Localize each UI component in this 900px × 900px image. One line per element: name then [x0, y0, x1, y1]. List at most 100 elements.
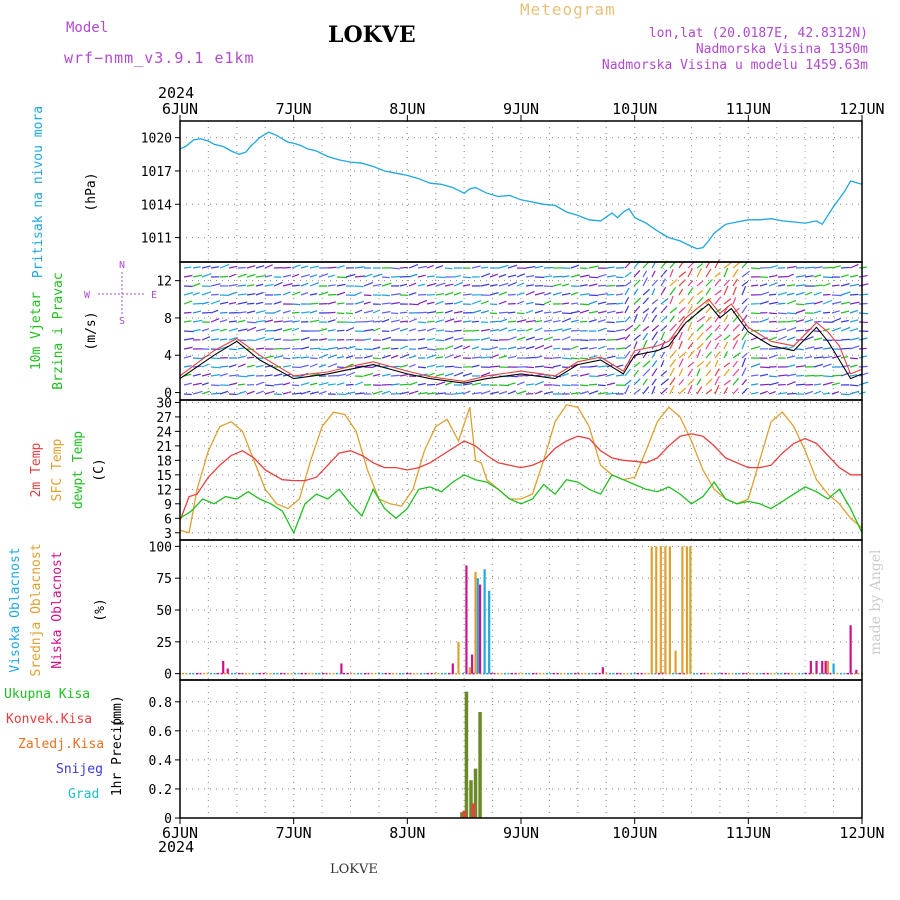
wind-barb	[390, 374, 400, 377]
wind-barb	[462, 293, 472, 296]
wind-barb	[408, 390, 419, 395]
wind-barb	[480, 372, 491, 377]
wind-barb	[588, 383, 598, 386]
wind-barb	[462, 390, 471, 395]
wind-barb	[282, 391, 292, 395]
wind-barb	[273, 373, 283, 377]
wind-barb	[264, 264, 273, 269]
wind-barb	[345, 355, 354, 359]
wind-barb	[354, 300, 365, 305]
wind-barb	[831, 327, 842, 332]
wind-barb	[408, 363, 416, 368]
wind-barb	[417, 366, 427, 369]
wind-barb	[381, 347, 391, 350]
wind-barb	[624, 368, 632, 377]
wind-barb	[507, 311, 516, 314]
wind-barb	[219, 372, 228, 377]
wind-barb	[732, 333, 741, 341]
wind-barb	[732, 268, 739, 278]
clouds-bar	[222, 660, 225, 674]
wind-barb	[606, 266, 615, 269]
wind-barb	[237, 383, 246, 386]
wind-barb	[642, 270, 648, 278]
wind-barb	[705, 325, 713, 332]
wind-barb	[480, 300, 489, 305]
wind-barb	[849, 384, 859, 387]
wind-barb	[732, 377, 740, 386]
precip-bar	[473, 768, 478, 818]
wind-barb	[426, 311, 436, 314]
wind-barb	[552, 283, 562, 287]
wind-barb	[507, 355, 517, 359]
wind-barb	[642, 378, 648, 386]
wind-barb	[426, 337, 436, 341]
wind-barb	[390, 301, 400, 305]
wind-barb	[210, 328, 220, 332]
wind-barb	[390, 267, 400, 270]
wind-barb	[219, 311, 228, 314]
wind-barb	[363, 348, 374, 351]
wind-barb	[282, 283, 293, 287]
wind-barb	[192, 274, 203, 278]
wind-barb	[831, 310, 840, 314]
clouds-bar	[471, 654, 474, 674]
wind-barb	[327, 346, 338, 350]
wind-barb	[318, 291, 329, 296]
wind-barb	[561, 312, 572, 315]
wind-barb	[309, 265, 319, 269]
panel-frame-temperature	[179, 399, 863, 541]
wind-barb	[822, 328, 830, 332]
wind-barb	[282, 364, 292, 368]
ytick-label-temperature: 12	[156, 483, 172, 498]
wind-barb	[228, 273, 236, 278]
wind-barb	[714, 368, 720, 377]
wind-barb	[714, 384, 720, 395]
wind-barb	[381, 276, 390, 279]
wind-barb	[678, 271, 687, 278]
wind-barb	[804, 390, 814, 395]
wind-barb	[651, 360, 658, 368]
wind-barb	[444, 283, 454, 287]
wind-barb	[246, 302, 255, 305]
wind-barb	[228, 301, 237, 305]
wind-barb	[318, 381, 329, 386]
wind-barb	[705, 369, 712, 377]
wind-barb	[255, 291, 264, 296]
wind-barb	[453, 344, 463, 350]
wind-barb	[696, 368, 701, 377]
clouds-bar	[468, 667, 471, 674]
wind-barb	[507, 375, 518, 378]
ytick-label-clouds: 50	[156, 604, 172, 619]
wind-barb	[480, 337, 491, 341]
wind-barb	[516, 390, 527, 395]
wind-barb	[813, 320, 822, 323]
wind-barb	[246, 321, 257, 324]
wind-barb	[786, 319, 797, 323]
wind-barb	[597, 373, 608, 377]
wind-barb	[714, 376, 720, 386]
wind-barb	[732, 297, 737, 305]
wind-barb	[300, 382, 310, 386]
wind-barb	[219, 390, 229, 395]
wind-barb	[687, 322, 692, 332]
wind-barb	[840, 319, 849, 323]
wind-barb	[309, 274, 318, 278]
wind-barb	[750, 267, 761, 270]
wind-barb	[444, 291, 454, 296]
wind-barb	[543, 366, 554, 369]
wind-barb	[570, 363, 578, 368]
wind-ylabel-2: Brzina i Pravac	[51, 272, 66, 389]
clouds-bar	[674, 650, 677, 674]
wind-barb	[318, 328, 328, 332]
wind-barb	[669, 334, 677, 341]
ytick-label-wind: 0	[164, 387, 172, 402]
pressure-unit: (hPa)	[84, 172, 99, 211]
wind-barb	[669, 307, 678, 314]
wind-barb	[795, 319, 805, 323]
wind-barb	[813, 356, 824, 359]
wind-barb	[345, 273, 356, 278]
wind-barb	[552, 291, 562, 296]
ytick-label-temperature: 24	[156, 425, 172, 440]
wind-barb	[705, 279, 713, 287]
clouds-bar	[340, 663, 343, 674]
